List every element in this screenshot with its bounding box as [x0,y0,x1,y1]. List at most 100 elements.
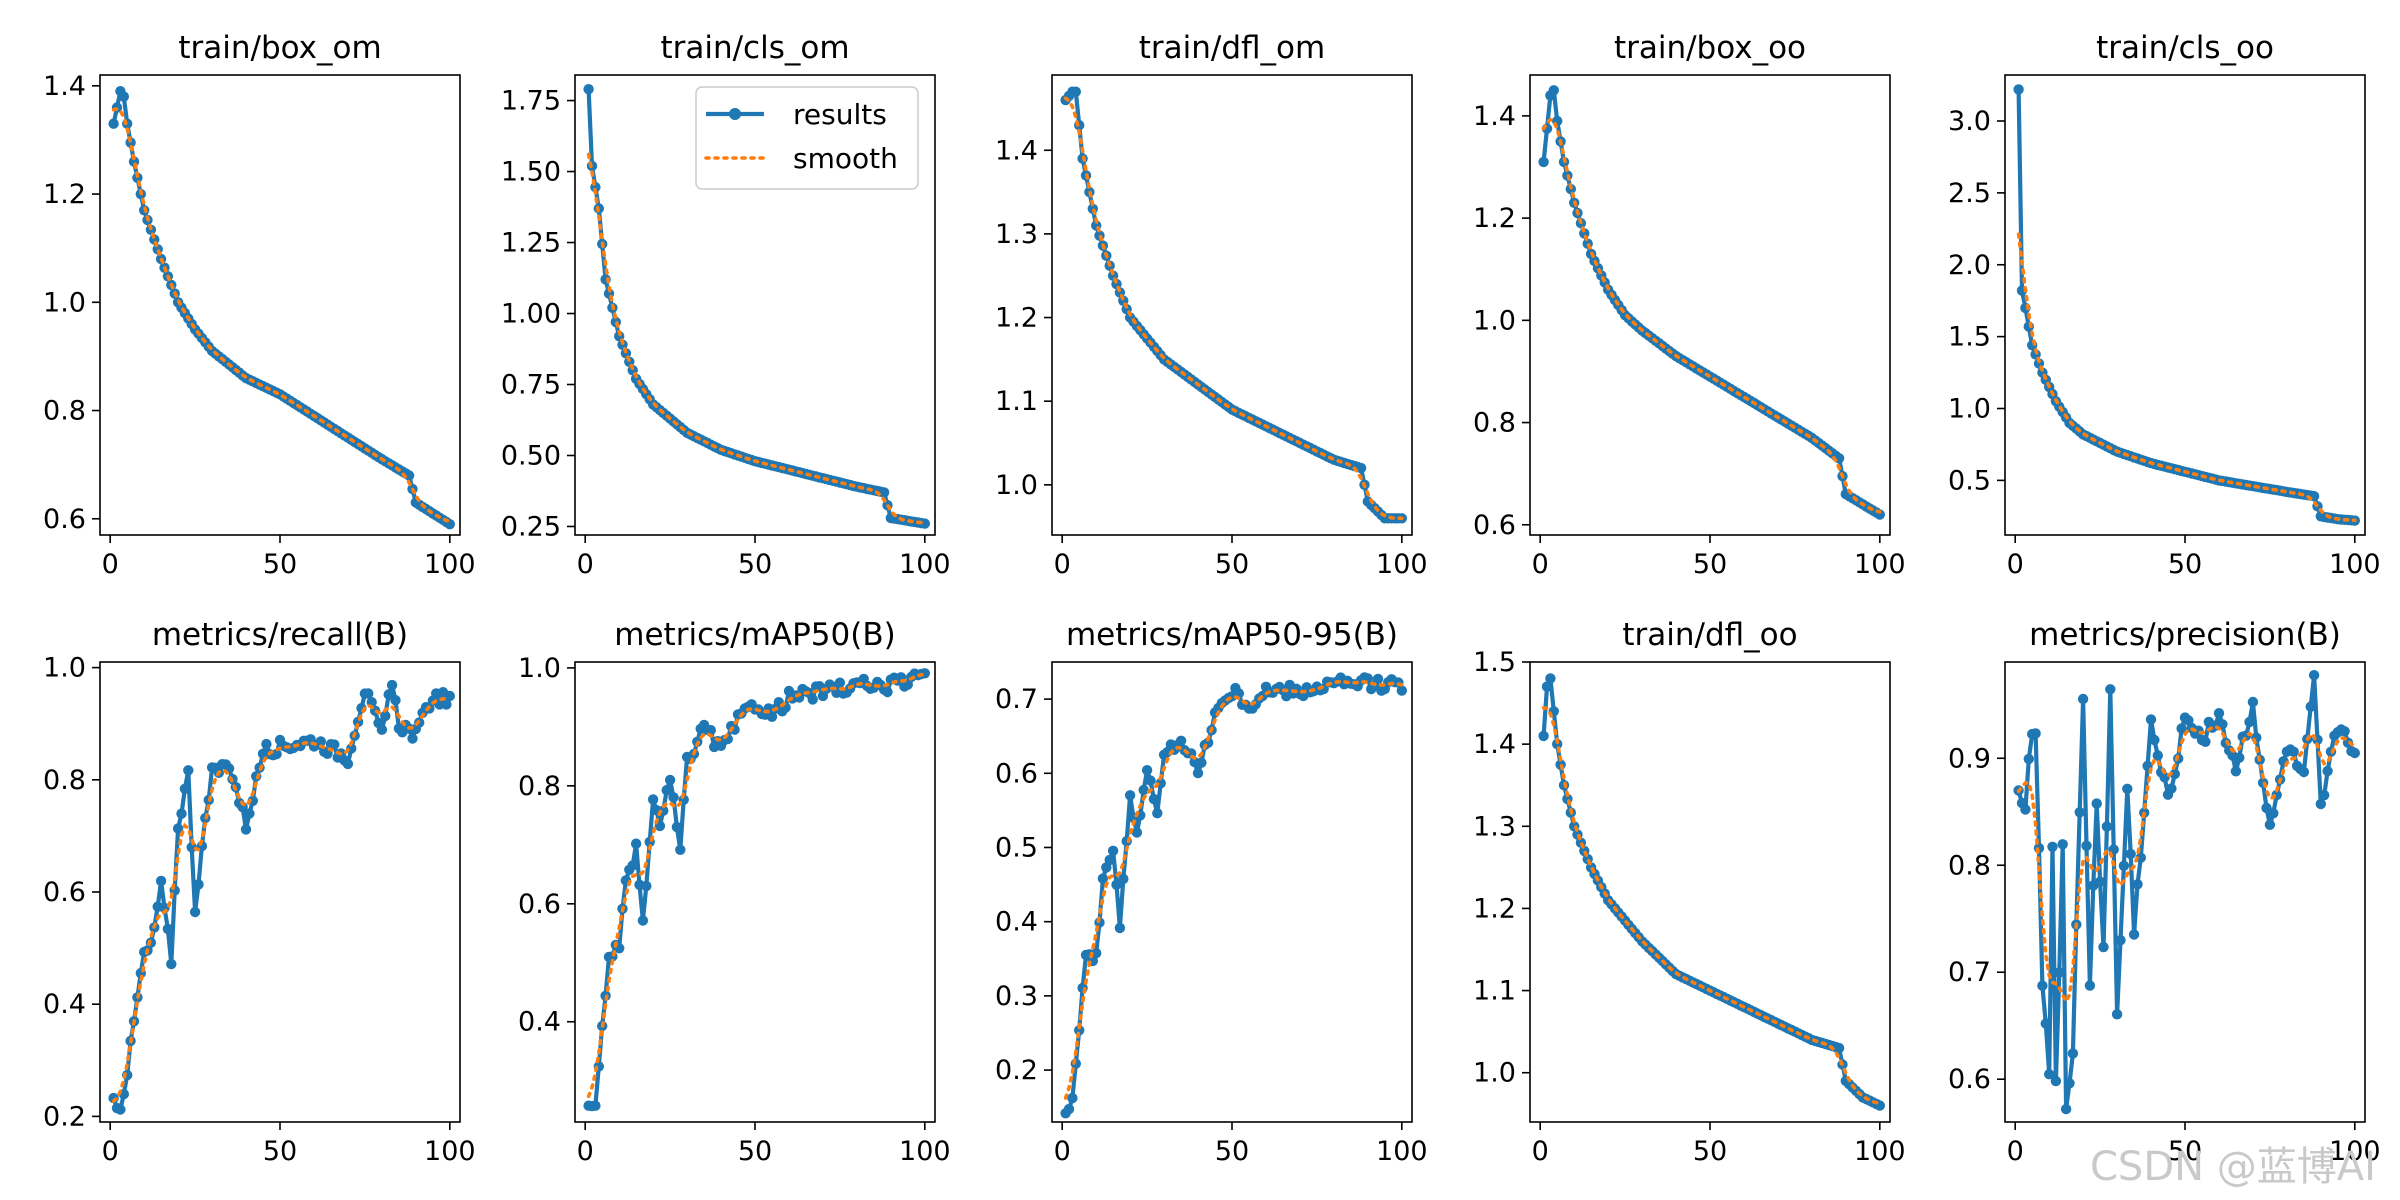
chart-train-box-om: train/box_om 0 50 100 0.6 0.8 1.0 1.2 1.4 [43,30,476,580]
results-point [1545,673,1556,684]
x-tick-label: 0 [1532,549,1549,580]
smooth-line [1063,679,1404,1100]
y-tick-label: 1.5 [1473,647,1516,678]
y-tick-label: 0.50 [501,440,561,471]
results-point [2339,726,2350,737]
results-point [386,679,398,691]
results-point [1548,85,1560,96]
y-tick-label: 1.0 [518,653,561,684]
results-point [834,677,846,688]
results-point [878,487,890,498]
chart-title: train/cls_om [660,30,849,66]
smooth-line [1541,706,1882,1106]
results-point [1145,775,1156,786]
x-tick-label: 50 [2168,1136,2202,1167]
results-point [2247,696,2259,708]
results-point [882,686,893,698]
results-line [1063,89,1402,521]
results-point [315,736,326,747]
chart-title: train/box_oo [1614,30,1806,66]
y-tick-label: 1.50 [501,157,561,188]
y-tick-label: 1.0 [1473,1058,1516,1089]
x-tick-label: 100 [424,549,476,580]
y-tick-label: 0.5 [995,832,1038,863]
chart-title: train/dfl_oo [1622,617,1797,653]
results-point [2105,684,2116,695]
results-point [2176,723,2187,734]
results-point [189,906,201,918]
results-line [111,89,451,526]
y-tick-label: 1.1 [995,386,1038,417]
chart-train-dfl-oo: train/dfl_oo 0 50 100 1.0 1.1 1.2 1.3 1.4 1.5 [1473,617,1906,1167]
results-point [441,699,452,710]
chart-title: metrics/precision(B) [2029,617,2341,653]
watermark: CSDN @蓝博AI [2090,1144,2376,1190]
results-point [2054,967,2065,978]
x-tick-label: 50 [738,549,772,580]
chart-title: metrics/recall(B) [152,617,408,653]
results-point [118,91,129,102]
results-point [2200,736,2211,747]
results-point [2013,84,2024,95]
y-tick-label: 1.0 [43,287,86,318]
x-tick-label: 0 [102,1136,119,1167]
chart-metrics-precision-b: metrics/precision(B) 0 50 100 0.6 0.7 0.8 0.9 [1948,617,2381,1167]
results-point [2132,879,2143,890]
results-point [1196,757,1207,768]
results-point [2305,701,2316,712]
results-point [919,518,930,529]
y-tick-label: 1.0 [43,653,86,684]
results-point [261,738,272,750]
results-point [2101,821,2113,832]
results-point [1538,730,1549,742]
results-point [1067,1092,1078,1104]
legend-results-marker [729,108,741,120]
results-point [2074,807,2085,818]
x-tick-label: 50 [263,549,297,580]
plot-frame [1529,661,1891,1123]
chart-title: train/box_om [178,30,381,66]
results-point [2298,766,2310,778]
smooth-line [111,107,452,524]
results-point [1107,845,1119,856]
results-point [2213,708,2225,719]
x-tick-label: 0 [1054,549,1071,580]
y-tick-label: 0.2 [995,1055,1038,1086]
results-point [2081,840,2092,851]
results-point [1396,685,1408,696]
y-tick-label: 1.0 [1948,394,1991,425]
y-tick-label: 1.0 [995,470,1038,501]
results-point [1541,681,1553,692]
results-point [342,758,354,770]
y-tick-label: 1.2 [1473,893,1516,924]
results-point [1141,765,1153,776]
x-tick-label: 50 [1693,549,1727,580]
plot-frame [1529,74,1891,536]
results-point [2152,750,2163,761]
y-tick-label: 1.3 [995,219,1038,250]
chart-title: train/cls_oo [2096,30,2274,66]
results-point [2084,980,2096,991]
results-point [583,84,594,95]
y-tick-label: 0.6 [43,504,86,535]
results-point [705,725,716,736]
smooth-line [2016,232,2357,523]
y-tick-label: 0.9 [1948,743,1991,774]
results-point [271,748,282,760]
smooth-line [586,672,927,1099]
results-point [1063,1103,1075,1115]
results-point [329,739,340,750]
results-point [1104,854,1115,866]
x-tick-label: 50 [2168,549,2202,580]
results-point [2169,768,2180,780]
results-point [376,724,388,735]
y-tick-label: 0.6 [1473,510,1516,541]
results-point [2040,1018,2051,1029]
results-point [403,470,415,481]
results-point [807,694,818,705]
plot-frame [574,661,936,1123]
results-point [1111,879,1122,890]
results-point [2125,848,2136,860]
results-point [2288,746,2299,757]
results-point [766,711,778,722]
